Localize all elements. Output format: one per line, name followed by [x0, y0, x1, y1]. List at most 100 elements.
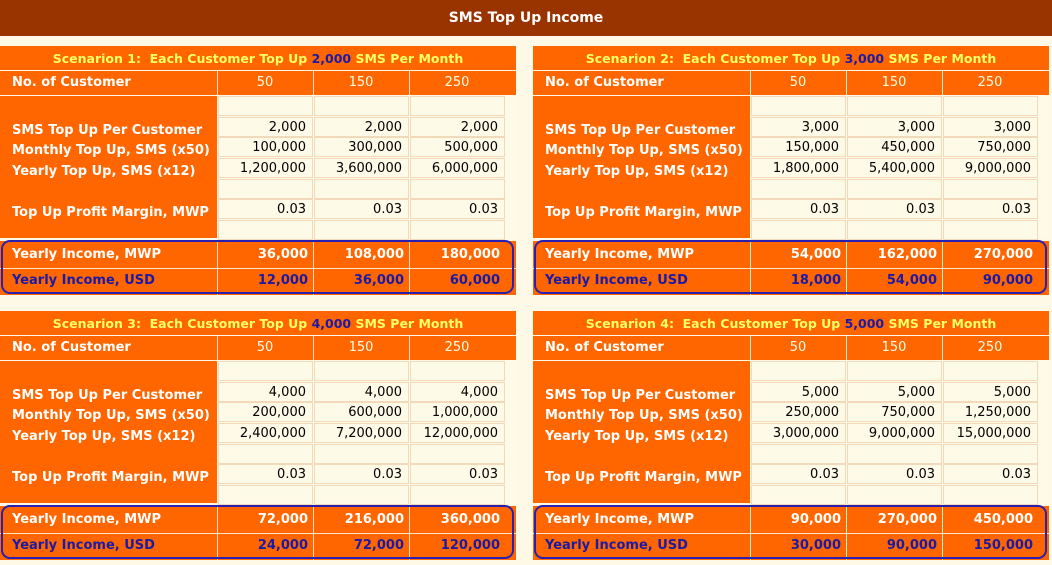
income-mwp-value: 90,000 — [790, 512, 841, 527]
scenario-header-suffix: SMS Per Month — [884, 50, 997, 66]
empty-cell — [943, 179, 1038, 199]
customer-count-row: No. of Customer 50 150 250 — [533, 336, 1049, 360]
page-title: SMS Top Up Income — [0, 0, 1052, 36]
row-label: SMS Top Up Per Customer — [12, 123, 203, 138]
row-label: SMS Top Up Per Customer — [545, 123, 736, 138]
table-cell: 0.03 — [943, 464, 1038, 484]
income-usd-value: 60,000 — [449, 273, 500, 288]
scenario-header-text: Scenarion 1: Each Customer Top Up — [52, 50, 312, 66]
customer-count-header: 150 — [348, 340, 374, 355]
empty-cell — [410, 179, 505, 199]
row-divider — [533, 533, 1049, 534]
empty-cell — [218, 361, 313, 381]
yearly-income-section: Yearly Income, MWP Yearly Income, USD 36,0… — [0, 241, 516, 295]
empty-cell — [751, 444, 846, 464]
table-cell: 0.03 — [314, 199, 409, 219]
row-label: SMS Top Up Per Customer — [12, 388, 203, 403]
table-cell: 15,000,000 — [943, 423, 1038, 443]
yearly-income-section: Yearly Income, MWP Yearly Income, USD 90,0… — [533, 506, 1049, 560]
empty-cell — [218, 179, 313, 199]
table-cell: 0.03 — [410, 464, 505, 484]
column-divider — [846, 336, 847, 360]
table-cell: 3,000 — [943, 117, 1038, 137]
column-divider — [750, 71, 751, 95]
income-mwp-value: 450,000 — [973, 512, 1033, 527]
table-cell: 2,000 — [410, 117, 505, 137]
empty-cell — [410, 361, 505, 381]
scenario-header-suffix: SMS Per Month — [884, 315, 997, 331]
customer-count-header: 150 — [348, 75, 374, 90]
row-label: SMS Top Up Per Customer — [545, 388, 736, 403]
empty-cell — [218, 444, 313, 464]
empty-cell — [847, 179, 942, 199]
values-grid: 2,000 2,000 2,000 100,000 300,000 500,000 1,20… — [218, 96, 516, 240]
row-divider — [533, 268, 1049, 269]
scenario-header-text: Scenarion 3: Each Customer Top Up — [52, 315, 312, 331]
row-label: Yearly Top Up, SMS (x12) — [12, 429, 196, 444]
table-cell: 0.03 — [218, 464, 313, 484]
empty-cell — [751, 485, 846, 505]
row-label: Yearly Top Up, SMS (x12) — [545, 164, 729, 179]
income-mwp-value: 36,000 — [257, 247, 308, 262]
income-mwp-value: 270,000 — [973, 247, 1033, 262]
row-label: Top Up Profit Margin, MWP — [545, 470, 742, 485]
column-divider — [942, 336, 943, 360]
scenario-header-text: Scenarion 2: Each Customer Top Up — [585, 50, 845, 66]
column-divider — [750, 336, 751, 360]
table-cell: 250,000 — [751, 402, 846, 422]
empty-cell — [314, 96, 409, 116]
income-mwp-value: 180,000 — [440, 247, 500, 262]
values-grid: 4,000 4,000 4,000 200,000 600,000 1,000,000 2,… — [218, 361, 516, 505]
empty-cell — [751, 96, 846, 116]
income-usd-value: 18,000 — [790, 273, 841, 288]
income-usd-value: 36,000 — [353, 273, 404, 288]
column-divider — [409, 336, 410, 360]
table-cell: 1,000,000 — [410, 402, 505, 422]
table-cell: 3,600,000 — [314, 158, 409, 178]
column-divider — [313, 336, 314, 360]
empty-cell — [314, 361, 409, 381]
table-cell: 2,000 — [218, 117, 313, 137]
income-usd-value: 120,000 — [440, 538, 500, 553]
table-cell: 600,000 — [314, 402, 409, 422]
table-cell: 3,000 — [751, 117, 846, 137]
values-grid: 3,000 3,000 3,000 150,000 450,000 750,000 1,80… — [751, 96, 1049, 240]
income-mwp-value: 360,000 — [440, 512, 500, 527]
table-cell: 0.03 — [751, 464, 846, 484]
customer-count-header: 250 — [444, 340, 470, 355]
table-cell: 2,000 — [314, 117, 409, 137]
row-divider — [0, 268, 516, 269]
table-cell: 5,400,000 — [847, 158, 942, 178]
table-cell: 5,000 — [751, 382, 846, 402]
table-cell: 6,000,000 — [410, 158, 505, 178]
scenario-amount: 5,000 — [844, 315, 885, 331]
column-divider — [313, 71, 314, 95]
table-cell: 9,000,000 — [943, 158, 1038, 178]
scenario-header: Scenarion 3: Each Customer Top Up 4,000 … — [0, 311, 516, 335]
table-cell: 0.03 — [218, 199, 313, 219]
row-label: Yearly Top Up, SMS (x12) — [12, 164, 196, 179]
table-cell: 5,000 — [847, 382, 942, 402]
scenario-1-table: Scenarion 1: Each Customer Top Up 2,000 … — [0, 46, 516, 296]
table-cell: 500,000 — [410, 137, 505, 157]
customer-count-header: 50 — [256, 75, 274, 90]
scenario-header: Scenarion 4: Each Customer Top Up 5,000 … — [533, 311, 1049, 335]
income-usd-value: 12,000 — [257, 273, 308, 288]
empty-cell — [314, 220, 409, 240]
empty-cell — [218, 485, 313, 505]
row-labels-column: SMS Top Up Per Customer Monthly Top Up, S… — [533, 361, 750, 503]
scenario-header-suffix: SMS Per Month — [351, 315, 464, 331]
values-grid: 5,000 5,000 5,000 250,000 750,000 1,250,000 3,… — [751, 361, 1049, 505]
empty-cell — [751, 220, 846, 240]
table-cell: 0.03 — [943, 199, 1038, 219]
empty-cell — [314, 444, 409, 464]
customer-count-row: No. of Customer 50 150 250 — [0, 336, 516, 360]
scenario-header-text: Scenarion 4: Each Customer Top Up — [585, 315, 845, 331]
row-label: Monthly Top Up, SMS (x50) — [545, 143, 743, 158]
table-cell: 5,000 — [943, 382, 1038, 402]
scenario-3-table: Scenarion 3: Each Customer Top Up 4,000 … — [0, 311, 516, 561]
income-usd-label: Yearly Income, USD — [545, 538, 688, 553]
row-label: Monthly Top Up, SMS (x50) — [12, 143, 210, 158]
income-usd-value: 150,000 — [973, 538, 1033, 553]
income-mwp-label: Yearly Income, MWP — [12, 512, 162, 527]
